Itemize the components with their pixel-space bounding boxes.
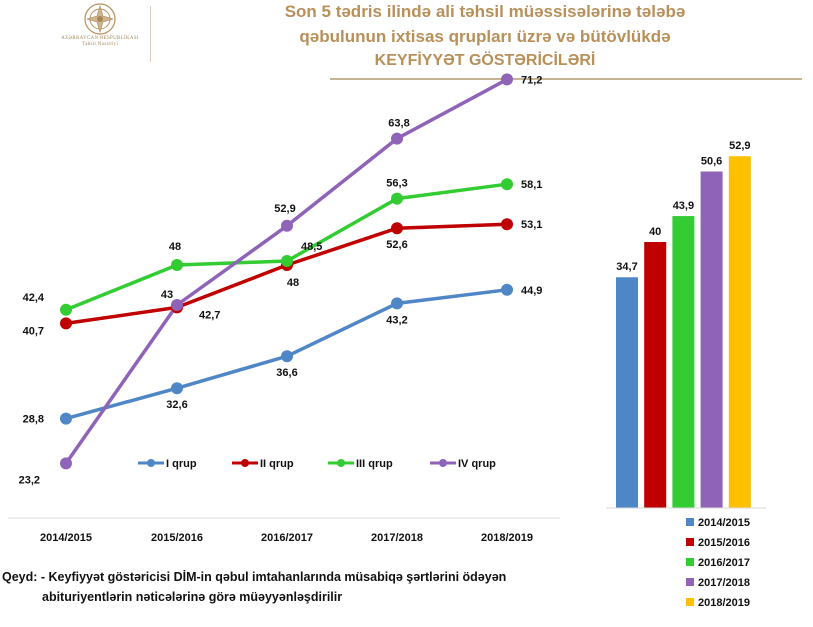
page-title: Son 5 tədris ilində ali təhsil müəssisəl… [160, 0, 810, 70]
legend-item-iv-qrup: IV qrup [430, 458, 496, 470]
data-label-i-qrup-1: 28,8 [23, 414, 44, 426]
bar-legend-swatch-2 [686, 538, 694, 546]
legend-marker-i-qrup [147, 459, 155, 467]
data-label-iv-qrup-2: 43 [161, 289, 173, 301]
data-label-iv-qrup-3: 52,9 [274, 203, 295, 215]
legend-label-ii-qrup: II qrup [260, 458, 294, 470]
x-tick-label-2: 2015/2016 [151, 532, 203, 544]
data-label-iv-qrup-4: 63,8 [388, 118, 409, 130]
series-line-iv-qrup [64, 77, 508, 465]
bar-legend-swatch-1 [686, 518, 694, 526]
data-label-ii-qrup-3: 48 [287, 277, 299, 289]
point-iv-qrup-2 [171, 299, 183, 311]
bar-label-3: 43,9 [673, 200, 694, 212]
point-iii-qrup-5 [501, 178, 513, 191]
bar-legend-label-2: 2015/2016 [698, 537, 750, 549]
bar-legend-item-1: 2014/2015 [686, 517, 750, 529]
point-i-qrup-3 [281, 350, 293, 363]
point-ii-qrup-1 [60, 317, 72, 330]
bar-legend-label-1: 2014/2015 [698, 517, 750, 529]
title-line-2: qəbulunun ixtisas qrupları üzrə və bütöv… [299, 27, 671, 46]
point-iv-qrup-4 [391, 132, 403, 145]
bar-legend-label-4: 2017/2018 [698, 577, 750, 589]
logo-text-2: Təhsil Nazirliyi [81, 42, 119, 47]
logo-text-1: AZƏRBAYCAN RESPUBLİKASI [61, 36, 139, 41]
data-label-ii-qrup-5: 53,1 [521, 219, 542, 231]
point-ii-qrup-4 [391, 222, 403, 235]
bar-label-5: 52,9 [729, 140, 750, 152]
series-line-ii-qrup [65, 222, 508, 326]
data-label-iii-qrup-2: 48 [169, 241, 181, 253]
legend-marker-iv-qrup [439, 459, 447, 467]
point-iii-qrup-3 [281, 255, 293, 267]
bar-legend-swatch-5 [686, 598, 694, 606]
point-i-qrup-1 [60, 412, 72, 425]
x-tick-label-3: 2016/2017 [261, 532, 313, 544]
bar-legend-swatch-3 [686, 558, 694, 566]
data-label-iii-qrup-1: 42,4 [23, 292, 45, 304]
title-line-3: KEYFİYYƏT GÖSTƏRİCİLƏRİ [374, 52, 596, 69]
data-label-iv-qrup-5: 71,2 [521, 74, 542, 86]
legend-marker-iii-qrup [337, 459, 345, 467]
footnote-line-2: abituriyentlərin nəticələrinə görə müəyy… [42, 590, 343, 604]
data-label-iv-qrup-1: 23,2 [19, 474, 40, 486]
bar-legend-item-3: 2016/2017 [686, 557, 750, 569]
bar-label-1: 34,7 [616, 261, 637, 273]
data-label-ii-qrup-2: 42,7 [199, 309, 220, 321]
data-label-i-qrup-5: 44,9 [521, 285, 542, 297]
bar-label-2: 40 [649, 226, 661, 238]
bar-legend-item-4: 2017/2018 [686, 577, 750, 589]
legend-label-iii-qrup: III qrup [356, 458, 393, 470]
bar-2 [644, 242, 667, 508]
legend-label-i-qrup: I qrup [166, 458, 197, 470]
legend-label-iv-qrup: IV qrup [458, 458, 496, 470]
bar-1 [616, 277, 638, 508]
data-label-ii-qrup-4: 52,6 [386, 239, 407, 251]
bar-legend-item-2: 2015/2016 [686, 537, 750, 549]
point-i-qrup-5 [501, 283, 513, 296]
legend-marker-ii-qrup [241, 459, 249, 467]
bar-legend-label-3: 2016/2017 [698, 557, 750, 569]
bar-5 [728, 156, 751, 508]
data-label-i-qrup-3: 36,6 [276, 367, 297, 379]
bar-label-4: 50,6 [701, 156, 722, 168]
x-tick-label-4: 2017/2018 [371, 532, 423, 544]
bar-chart: 34,7 40 43,9 50,6 52,9 2014/2015 2015/2016 2016… [606, 140, 766, 609]
legend-item-ii-qrup: II qrup [232, 458, 294, 470]
point-iv-qrup-5 [501, 73, 513, 86]
point-i-qrup-4 [391, 297, 403, 310]
bar-3 [672, 216, 695, 508]
data-label-iii-qrup-4: 56,3 [386, 178, 407, 190]
legend-item-i-qrup: I qrup [138, 458, 197, 470]
data-label-ii-qrup-1: 40,7 [23, 325, 44, 337]
title-line-1: Son 5 tədris ilində ali təhsil müəssisəl… [284, 2, 686, 21]
legend-item-iii-qrup: III qrup [328, 458, 393, 470]
bar-legend-label-5: 2018/2019 [698, 597, 750, 609]
x-tick-label-1: 2014/2015 [40, 532, 92, 544]
emblem-icon [84, 3, 116, 35]
data-label-i-qrup-4: 43,2 [386, 314, 407, 326]
header-divider [150, 6, 151, 62]
ministry-logo: AZƏRBAYCAN RESPUBLİKASI Təhsil Nazirliyi [50, 2, 150, 64]
data-label-i-qrup-2: 32,6 [166, 399, 187, 411]
point-iv-qrup-3 [281, 219, 293, 232]
point-ii-qrup-5 [501, 218, 513, 231]
bar-legend-swatch-4 [686, 578, 694, 586]
bar-4 [700, 171, 723, 508]
point-iii-qrup-1 [60, 303, 72, 316]
bar-legend-item-5: 2018/2019 [686, 597, 750, 609]
footnote: Qeyd: - Keyfiyyət göstəricisi DİM-in qəb… [2, 567, 506, 607]
data-label-iii-qrup-5: 58,1 [521, 179, 542, 191]
footnote-line-1: Qeyd: - Keyfiyyət göstəricisi DİM-in qəb… [2, 570, 507, 584]
line-chart: 28,8 32,6 36,6 43,2 44,9 40,7 42,7 48 52,6 53,1 42… [19, 73, 542, 544]
point-iii-qrup-2 [171, 259, 183, 271]
title-underline [330, 78, 802, 80]
point-iii-qrup-4 [391, 192, 403, 205]
x-tick-label-5: 2018/2019 [481, 532, 533, 544]
point-iv-qrup-1 [60, 457, 72, 470]
point-i-qrup-2 [171, 382, 183, 395]
data-label-iii-qrup-3: 48,5 [301, 241, 322, 253]
